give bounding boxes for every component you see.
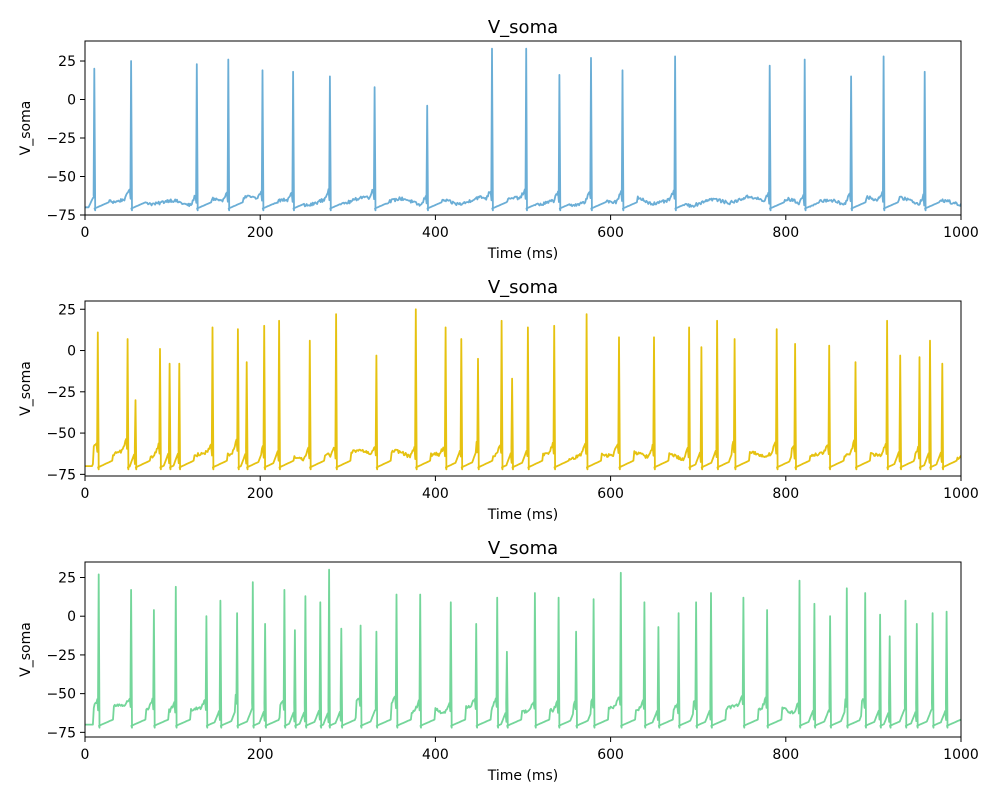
- x-tick-label: 1000: [943, 225, 979, 241]
- axes-frame: [84, 300, 962, 477]
- y-axis-label: V_soma: [18, 101, 34, 156]
- subplot-1: V_soma 0 200 400 600 800 1000 25 0 −25 −50 −75 Time …: [18, 17, 979, 262]
- axes-frame: [84, 40, 962, 216]
- y-tick-label: −25: [46, 648, 76, 664]
- y-tick-label: 25: [58, 54, 76, 70]
- voltage-trace: [85, 308, 961, 471]
- subplot-title: V_soma: [488, 277, 558, 298]
- y-tick-label: −25: [46, 385, 76, 401]
- x-tick-label: 800: [772, 225, 799, 241]
- subplot-2: V_soma 0 200 400 600 800 1000 25 0 −25 −50 −75 Time …: [18, 277, 979, 523]
- x-tick-label: 0: [81, 225, 90, 241]
- x-tick-label: 400: [422, 486, 449, 502]
- x-tick-label: 800: [772, 486, 799, 502]
- subplot-title: V_soma: [488, 538, 558, 559]
- x-tick-label: 200: [247, 225, 274, 241]
- y-tick-label: −50: [46, 426, 76, 442]
- x-tick-label: 800: [772, 747, 799, 763]
- subplot-3: V_soma 0 200 400 600 800 1000 25 0 −25 −50 −75 Time …: [18, 538, 979, 784]
- y-tick-label: 0: [67, 609, 76, 625]
- axes-frame: [84, 561, 962, 738]
- y-axis-label: V_soma: [18, 361, 34, 416]
- x-tick-label: 0: [81, 747, 90, 763]
- subplot-title: V_soma: [488, 17, 558, 38]
- x-tick-label: 200: [247, 486, 274, 502]
- x-tick-label: 0: [81, 486, 90, 502]
- voltage-trace: [85, 47, 961, 212]
- y-tick-label: −75: [46, 467, 76, 483]
- x-tick-label: 200: [247, 747, 274, 763]
- y-tick-label: −25: [46, 131, 76, 147]
- x-axis-label: Time (ms): [487, 768, 559, 784]
- y-tick-label: 0: [67, 344, 76, 360]
- y-axis-label: V_soma: [18, 622, 34, 677]
- y-tick-label: −75: [46, 208, 76, 224]
- y-tick-label: 0: [67, 93, 76, 109]
- y-tick-label: −75: [46, 725, 76, 741]
- x-tick-label: 400: [422, 225, 449, 241]
- y-tick-label: −50: [46, 687, 76, 703]
- x-axis-label: Time (ms): [487, 507, 559, 523]
- x-tick-label: 1000: [943, 747, 979, 763]
- x-tick-label: 600: [597, 486, 624, 502]
- y-tick-label: 25: [58, 302, 76, 318]
- x-tick-label: 400: [422, 747, 449, 763]
- y-tick-label: −50: [46, 170, 76, 186]
- x-tick-label: 1000: [943, 486, 979, 502]
- x-tick-label: 600: [597, 225, 624, 241]
- x-axis-label: Time (ms): [487, 246, 559, 262]
- voltage-trace: [85, 568, 961, 729]
- y-tick-label: 25: [58, 570, 76, 586]
- x-tick-label: 600: [597, 747, 624, 763]
